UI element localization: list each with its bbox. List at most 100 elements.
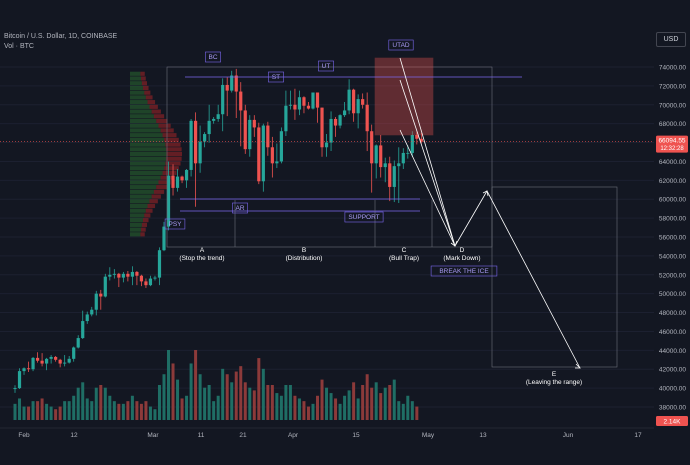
- candle-body: [157, 250, 162, 278]
- profile-bar: [164, 137, 179, 142]
- candle-body: [342, 110, 347, 116]
- time-axis[interactable]: Feb 12 Mar 11 21 Apr 15 May 13 Jun 17: [0, 427, 654, 439]
- profile-bar: [130, 90, 145, 95]
- label-ar-frame: [232, 202, 248, 214]
- candle-body: [198, 141, 202, 164]
- profile-bar: [130, 104, 150, 109]
- candle-body: [31, 357, 35, 370]
- price-tick: 64000.00: [659, 159, 686, 166]
- profile-bar: [130, 76, 142, 81]
- price-axis[interactable]: 74000.0072000.0070000.0068000.0066000.00…: [654, 50, 690, 465]
- volume-bar: [297, 398, 301, 420]
- candle-body: [189, 120, 193, 170]
- candle-body: [419, 138, 423, 142]
- price-axis-background: [654, 50, 690, 465]
- volume-bar: [167, 350, 171, 420]
- volume-bar: [275, 393, 279, 420]
- volume-bar: [257, 358, 261, 420]
- candle-body: [320, 107, 324, 148]
- volume-bar: [252, 390, 256, 420]
- profile-bar: [130, 166, 165, 171]
- candle-body: [225, 84, 229, 91]
- price-tick: 62000.00: [659, 178, 686, 185]
- candle-body: [90, 309, 94, 315]
- volume-bar: [67, 401, 71, 420]
- candle-body: [58, 359, 62, 364]
- price-tick: 38000.00: [659, 405, 686, 412]
- profile-bar: [130, 170, 163, 176]
- volume-bar: [216, 395, 220, 420]
- volume-bar: [370, 387, 374, 420]
- currency-button[interactable]: USD: [656, 32, 686, 47]
- price-tick: 70000.00: [659, 102, 686, 109]
- volume-indicator-label[interactable]: Vol · BTC: [4, 43, 34, 50]
- candle-body: [311, 92, 315, 109]
- time-tick: Jun: [563, 432, 574, 439]
- projection-box: [491, 186, 618, 368]
- candle-body: [261, 125, 265, 182]
- volume-bar: [90, 401, 94, 420]
- volume-bar: [311, 403, 315, 420]
- time-tick: 11: [198, 432, 205, 439]
- profile-bar: [130, 137, 165, 142]
- volume-bar: [401, 403, 405, 420]
- profile-bar: [130, 194, 152, 199]
- profile-bar: [130, 180, 159, 185]
- profile-bar: [141, 227, 146, 232]
- candle-body: [175, 176, 180, 188]
- volume-bar: [392, 379, 396, 420]
- price-tick: 50000.00: [659, 291, 686, 298]
- volume-bar: [397, 401, 401, 420]
- profile-bar: [164, 166, 179, 171]
- profile-bar: [130, 208, 146, 213]
- candle-body: [239, 91, 243, 111]
- time-tick: Feb: [18, 432, 30, 439]
- profile-bar: [142, 218, 149, 223]
- volume-bar: [13, 403, 17, 420]
- candle-body: [153, 277, 157, 279]
- candle-body: [352, 89, 356, 114]
- volume-bar: [185, 395, 189, 420]
- profile-bar: [130, 118, 157, 124]
- profile-bar: [156, 118, 168, 124]
- label-ut: UT: [322, 63, 331, 70]
- candle-body: [252, 119, 256, 128]
- time-tick: May: [422, 432, 435, 439]
- volume-bar: [325, 387, 329, 420]
- candle-body: [103, 276, 107, 297]
- candle-body: [112, 273, 116, 275]
- candle-body: [207, 120, 211, 135]
- candle-body: [99, 293, 103, 297]
- profile-bar: [130, 85, 143, 91]
- profile-bar: [141, 81, 147, 86]
- volume-bar: [148, 406, 152, 420]
- candle-body: [279, 131, 283, 162]
- volume-bar: [329, 393, 333, 420]
- label-bc-frame: [205, 51, 221, 63]
- price-tick: 52000.00: [659, 272, 686, 279]
- candle-body: [275, 161, 279, 164]
- profile-bar: [130, 133, 163, 138]
- candle-body: [76, 338, 80, 348]
- volume-bar: [261, 368, 265, 420]
- label-st-frame: [268, 71, 284, 83]
- volume-bar: [212, 401, 216, 420]
- volume-bar: [76, 387, 80, 420]
- profile-bar: [130, 109, 152, 114]
- candle-body: [234, 75, 238, 92]
- projection-line: [399, 57, 456, 247]
- candle-body: [288, 104, 293, 106]
- volume-bar: [239, 366, 243, 420]
- candle-body: [40, 360, 44, 364]
- candle-body: [13, 388, 17, 390]
- volume-bar: [49, 406, 53, 420]
- candle-body: [293, 104, 297, 110]
- price-tick: 74000.00: [659, 65, 686, 72]
- profile-bar: [130, 123, 159, 128]
- profile-bar: [130, 100, 148, 105]
- label-support: SUPPORT: [348, 214, 379, 221]
- profile-bar: [130, 213, 145, 218]
- profile-bar: [140, 232, 145, 237]
